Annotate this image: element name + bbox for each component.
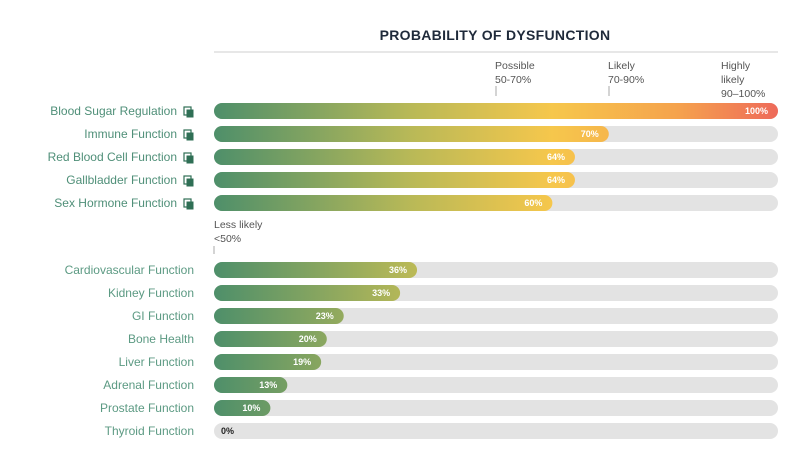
- bar: [214, 126, 609, 142]
- bar: [214, 262, 418, 278]
- copy-icon[interactable]: [183, 129, 194, 141]
- row-label: Prostate Function: [100, 401, 194, 415]
- band-label: Possible: [495, 60, 535, 72]
- bar-track: [214, 308, 778, 324]
- bar: [214, 103, 778, 119]
- bar-value-label: 10%: [242, 403, 260, 413]
- band-label: Less likely: [214, 219, 263, 231]
- bar: [214, 285, 401, 301]
- band-label-group: Likely 70-90%: [608, 60, 644, 96]
- bar-rows: 100% Blood Sugar Regulation 70% Immune Func…: [48, 103, 778, 439]
- row-label: Blood Sugar Regulation: [50, 104, 177, 118]
- bar-track: [214, 400, 778, 416]
- bar-value-label: 60%: [524, 198, 542, 208]
- copy-icon[interactable]: [183, 152, 194, 164]
- row-label: Red Blood Cell Function: [48, 150, 177, 164]
- band-label: 50-70%: [495, 74, 531, 86]
- bar: [214, 172, 575, 188]
- band-label: <50%: [214, 233, 241, 245]
- row-label: Liver Function: [119, 355, 194, 369]
- bar: [214, 354, 322, 370]
- row-label: Thyroid Function: [105, 424, 194, 438]
- band-label-group: Possible 50-70%: [495, 60, 535, 96]
- bar-value-label: 64%: [547, 175, 565, 185]
- copy-icon[interactable]: [183, 106, 194, 118]
- row-label: Immune Function: [84, 127, 177, 141]
- row-label: Adrenal Function: [103, 378, 194, 392]
- band-label: 70-90%: [608, 74, 644, 86]
- bar-value-label: 20%: [299, 334, 317, 344]
- bar: [214, 195, 553, 211]
- row-label: Bone Health: [128, 332, 194, 346]
- bar-value-label: 0%: [221, 426, 234, 436]
- bar-track: [214, 423, 778, 439]
- bar: [214, 377, 288, 393]
- bar: [214, 308, 344, 324]
- row-label: Kidney Function: [108, 286, 194, 300]
- bar-value-label: 23%: [316, 311, 334, 321]
- bar-value-label: 70%: [581, 129, 599, 139]
- row-label: GI Function: [132, 309, 194, 323]
- band-label-group: Highly likely 90–100%: [721, 60, 765, 100]
- bar-track: [214, 354, 778, 370]
- band-label-group: Less likely <50%: [213, 219, 263, 254]
- copy-icon[interactable]: [183, 198, 194, 210]
- bar-track: [214, 331, 778, 347]
- bar: [214, 331, 327, 347]
- bar-value-label: 19%: [293, 357, 311, 367]
- row-label: Gallbladder Function: [66, 173, 177, 187]
- bar: [214, 149, 575, 165]
- bar-value-label: 64%: [547, 152, 565, 162]
- bar-value-label: 33%: [372, 288, 390, 298]
- row-label: Cardiovascular Function: [65, 263, 194, 277]
- row-label: Sex Hormone Function: [54, 196, 177, 210]
- bar-value-label: 36%: [389, 265, 407, 275]
- band-label: Likely: [608, 60, 636, 72]
- bar-value-label: 100%: [745, 106, 768, 116]
- copy-icon[interactable]: [183, 175, 194, 187]
- bar: [214, 400, 271, 416]
- band-legend: Less likely <50% Possible 50-70% Likely 70-90…: [213, 60, 765, 254]
- band-label: Highly: [721, 60, 751, 72]
- band-label: 90–100%: [721, 88, 765, 100]
- chart-title: PROBABILITY OF DYSFUNCTION: [380, 27, 611, 43]
- bar-value-label: 13%: [259, 380, 277, 390]
- band-label: likely: [721, 74, 745, 86]
- bar-track: [214, 377, 778, 393]
